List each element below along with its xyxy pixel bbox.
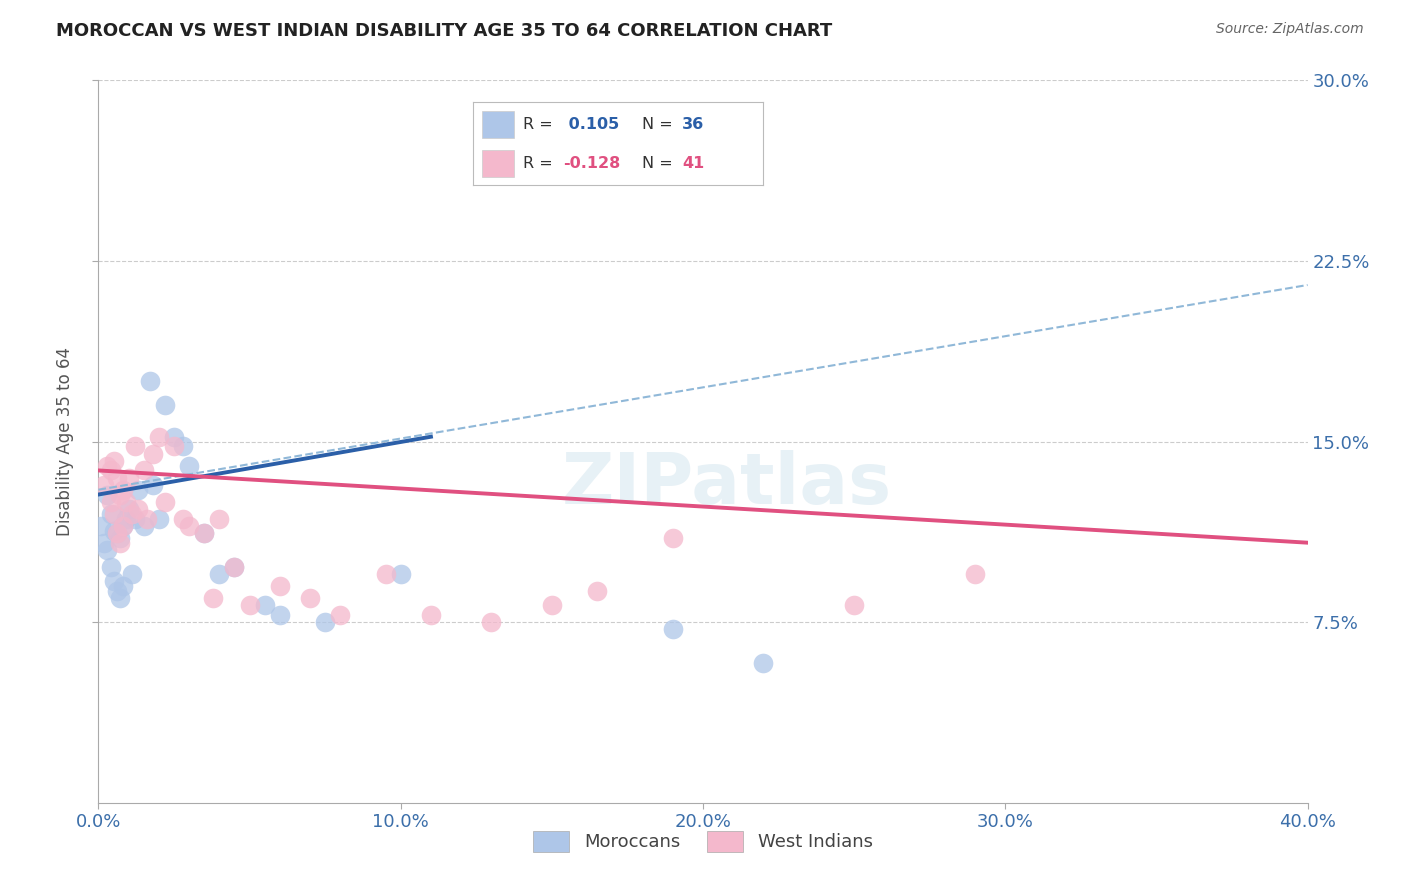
Point: [139, 374, 162, 388]
Point: [132, 463, 155, 477]
Point: [224, 559, 246, 574]
Point: [329, 607, 352, 622]
Point: [481, 615, 503, 630]
Point: [153, 494, 176, 508]
Point: [108, 487, 131, 501]
Point: [124, 439, 146, 453]
Text: ZIPatlas: ZIPatlas: [562, 450, 893, 519]
Point: [420, 607, 443, 622]
Point: [105, 470, 128, 484]
Text: Source: ZipAtlas.com: Source: ZipAtlas.com: [1216, 22, 1364, 37]
Point: [314, 615, 336, 630]
Point: [132, 518, 155, 533]
Point: [127, 502, 149, 516]
Point: [108, 531, 131, 545]
Point: [844, 599, 866, 613]
Point: [121, 567, 143, 582]
Point: [111, 518, 134, 533]
Point: [163, 430, 186, 444]
Point: [114, 511, 136, 525]
Point: [193, 526, 215, 541]
Text: MOROCCAN VS WEST INDIAN DISABILITY AGE 35 TO 64 CORRELATION CHART: MOROCCAN VS WEST INDIAN DISABILITY AGE 3…: [56, 22, 832, 40]
Point: [105, 526, 128, 541]
Point: [108, 535, 131, 549]
Point: [540, 599, 562, 613]
Point: [208, 511, 231, 525]
Point: [103, 507, 125, 521]
Point: [121, 507, 143, 521]
Point: [661, 531, 683, 545]
Point: [111, 579, 134, 593]
Point: [661, 623, 683, 637]
Point: [96, 487, 118, 501]
Point: [142, 478, 165, 492]
Point: [239, 599, 262, 613]
Point: [103, 454, 125, 468]
Point: [118, 470, 141, 484]
Point: [586, 583, 609, 598]
Point: [179, 458, 201, 473]
Point: [269, 579, 291, 593]
Point: [179, 518, 201, 533]
Point: [103, 524, 125, 538]
Point: [108, 591, 131, 605]
Point: [105, 526, 128, 541]
Point: [96, 542, 118, 557]
Point: [224, 559, 246, 574]
Point: [163, 439, 186, 453]
Point: [100, 463, 122, 477]
Point: [90, 518, 112, 533]
Point: [142, 446, 165, 460]
Y-axis label: Disability Age 35 to 64: Disability Age 35 to 64: [56, 347, 75, 536]
Point: [100, 507, 122, 521]
Point: [135, 511, 157, 525]
Point: [111, 483, 134, 497]
Point: [124, 511, 146, 525]
Point: [114, 494, 136, 508]
Point: [93, 478, 115, 492]
Point: [172, 439, 194, 453]
Point: [389, 567, 412, 582]
Point: [100, 559, 122, 574]
Point: [202, 591, 225, 605]
Point: [148, 430, 170, 444]
Point: [96, 458, 118, 473]
Point: [153, 398, 176, 412]
Point: [100, 494, 122, 508]
Point: [148, 511, 170, 525]
Point: [105, 583, 128, 598]
Point: [269, 607, 291, 622]
Point: [752, 656, 775, 670]
Point: [172, 511, 194, 525]
Legend: Moroccans, West Indians: Moroccans, West Indians: [526, 823, 880, 859]
Point: [374, 567, 396, 582]
Point: [299, 591, 322, 605]
Point: [127, 483, 149, 497]
Point: [208, 567, 231, 582]
Point: [193, 526, 215, 541]
Point: [93, 535, 115, 549]
Point: [965, 567, 987, 582]
Point: [111, 518, 134, 533]
Point: [103, 574, 125, 589]
Point: [118, 502, 141, 516]
Point: [253, 599, 276, 613]
